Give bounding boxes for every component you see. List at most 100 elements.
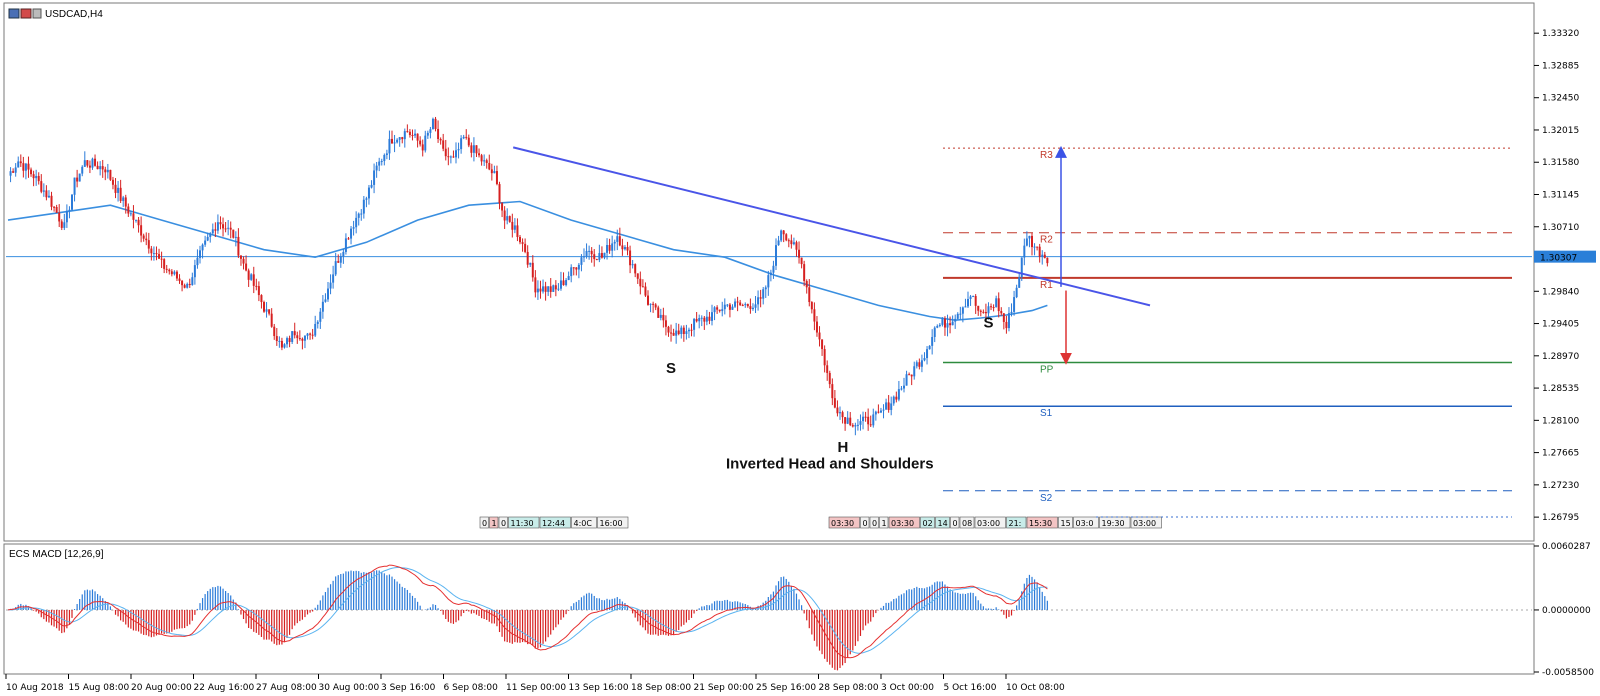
y-tick-label: 1.30710 — [1542, 223, 1579, 233]
session-box — [571, 516, 597, 529]
candle-bear — [298, 338, 301, 340]
session-box — [828, 516, 860, 529]
candle-bull — [1033, 246, 1036, 248]
candle-bear — [175, 271, 178, 279]
y-tick-label: 1.28970 — [1542, 352, 1579, 362]
x-tick-label: 27 Aug 08:00 — [256, 683, 317, 693]
candle-bull — [513, 225, 516, 230]
candle-bull — [961, 307, 964, 314]
candle-bear — [647, 295, 649, 305]
candle-bear — [690, 329, 693, 331]
candle-bull — [71, 194, 73, 210]
candle-bull — [693, 318, 696, 330]
candle-bull — [329, 282, 332, 289]
candle-bear — [982, 311, 985, 313]
candle-bear — [749, 306, 752, 310]
candle-bull — [306, 333, 309, 336]
candle-bear — [465, 136, 468, 138]
candle-bear — [849, 417, 852, 426]
candle-bull — [933, 327, 936, 338]
candle-bull — [792, 242, 795, 245]
candle-bull — [713, 307, 716, 313]
candle-bear — [232, 229, 235, 238]
y-tick-label: 1.32885 — [1542, 61, 1579, 71]
candle-bull — [900, 388, 903, 390]
candle-bull — [250, 274, 253, 280]
candle-bull — [396, 139, 399, 143]
candle-bear — [677, 330, 680, 334]
pivot-label-r2: R2 — [1040, 235, 1053, 246]
candle-bear — [242, 258, 245, 264]
candle-bear — [562, 280, 565, 286]
candle-bull — [286, 338, 289, 345]
candle-bull — [196, 257, 199, 266]
candle-bull — [373, 170, 376, 185]
candle-bull — [775, 245, 777, 266]
y-tick-label: 1.32450 — [1542, 94, 1579, 104]
candle-bear — [247, 270, 250, 280]
candle-bull — [191, 277, 194, 286]
x-tick-label: 5 Oct 16:00 — [944, 683, 997, 693]
candle-bull — [362, 199, 365, 214]
candle-bull — [380, 161, 383, 163]
candle-bull — [234, 236, 237, 238]
candle-bull — [78, 173, 81, 182]
candle-bull — [967, 298, 969, 307]
x-tick-label: 10 Oct 08:00 — [1006, 683, 1065, 693]
candle-bear — [255, 285, 258, 287]
candle-bull — [462, 136, 465, 139]
candle-bear — [467, 137, 470, 146]
session-box — [1058, 516, 1073, 529]
candle-bull — [324, 299, 327, 302]
candle-bear — [503, 210, 506, 221]
candle-bull — [211, 229, 214, 234]
candle-bull — [874, 411, 877, 415]
candle-bear — [109, 169, 112, 180]
candle-bull — [129, 213, 132, 215]
y-tick-label: 1.26795 — [1542, 513, 1579, 523]
candle-bull — [199, 250, 201, 258]
candle-bear — [519, 236, 521, 243]
candle-bear — [501, 203, 504, 211]
x-tick-label: 25 Sep 16:00 — [756, 683, 816, 693]
candle-bear — [275, 336, 278, 341]
candle-bull — [744, 304, 747, 306]
candle-bear — [229, 227, 232, 230]
candle-bull — [926, 349, 929, 359]
candle-bull — [14, 167, 17, 173]
candle-bull — [675, 330, 678, 336]
candle-bear — [311, 334, 314, 336]
candle-bull — [536, 288, 539, 293]
session-box — [489, 516, 499, 529]
candle-bull — [1007, 313, 1010, 329]
candle-bull — [455, 150, 457, 158]
candle-bull — [711, 312, 713, 321]
candle-bear — [828, 372, 831, 385]
candle-bear — [990, 306, 993, 308]
candle-bull — [63, 222, 66, 228]
y-tick-label: 1.32015 — [1542, 126, 1579, 136]
candle-bear — [421, 144, 424, 151]
candle-bear — [53, 206, 56, 208]
candle-bull — [946, 323, 949, 328]
candle-bull — [73, 177, 76, 195]
candle-bear — [977, 305, 980, 311]
session-box-label: 1 — [882, 519, 887, 528]
candle-bull — [316, 321, 319, 324]
candle-bear — [910, 374, 913, 377]
candle-bear — [997, 298, 1000, 312]
candle-bear — [672, 332, 675, 336]
candle-bull — [493, 171, 496, 174]
macd-signal-line — [8, 567, 1048, 654]
candle-bear — [534, 277, 537, 293]
candle-bear — [498, 184, 501, 204]
candle-bull — [903, 385, 905, 389]
candle-bear — [667, 326, 670, 333]
session-box — [1073, 516, 1099, 529]
candle-bear — [142, 235, 145, 239]
candle-bear — [219, 222, 222, 225]
candle-bull — [68, 209, 71, 211]
candle-bull — [431, 118, 434, 130]
candle-bear — [452, 156, 455, 158]
